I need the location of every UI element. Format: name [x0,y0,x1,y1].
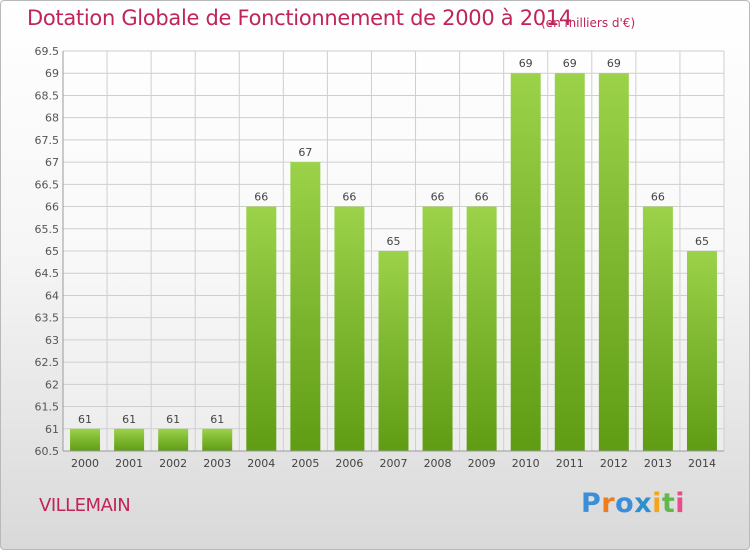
logo-letter: o [615,488,635,519]
y-tick-label: 66 [45,201,59,214]
bar-value-label: 65 [387,235,401,248]
bar-2001 [114,428,145,451]
x-tick-label: 2002 [159,457,187,470]
bar-2006 [334,206,365,451]
y-tick-label: 63 [45,334,59,347]
bar-value-label: 66 [431,191,445,204]
chart-title: Dotation Globale de Fonctionnement de 20… [27,6,572,30]
logo-letter: i [675,488,686,519]
logo-letter: i [652,488,662,519]
bar-2004 [246,206,277,451]
y-tick-label: 65.5 [35,223,60,236]
logo-letter: x [634,488,653,519]
x-tick-label: 2014 [688,457,716,470]
commune-name: VILLEMAIN [39,495,131,516]
y-tick-label: 62.5 [35,356,60,369]
bar-2008 [422,206,453,451]
x-tick-label: 2007 [380,457,408,470]
x-tick-label: 2005 [291,457,319,470]
x-tick-label: 2004 [247,457,275,470]
y-tick-label: 65 [45,245,59,258]
bar-value-label: 61 [122,413,136,426]
y-tick-label: 68 [45,112,59,125]
y-tick-label: 61 [45,423,59,436]
x-tick-label: 2006 [335,457,363,470]
x-tick-label: 2001 [115,457,143,470]
bar-2002 [158,428,189,451]
y-tick-label: 68.5 [35,89,60,102]
y-tick-label: 67.5 [35,134,60,147]
x-tick-label: 2012 [600,457,628,470]
bar-2003 [202,428,233,451]
x-tick-label: 2011 [556,457,584,470]
y-tick-label: 67 [45,156,59,169]
y-tick-label: 60.5 [35,445,60,458]
bar-2010 [510,73,541,451]
y-tick-label: 64 [45,289,59,302]
bar-2013 [642,206,673,451]
bar-2012 [598,73,629,451]
bar-value-label: 69 [607,57,621,70]
logo-letter: r [601,488,616,519]
bar-value-label: 69 [519,57,533,70]
bar-value-label: 66 [475,191,489,204]
bar-value-label: 66 [651,191,665,204]
logo-letter: P [581,488,602,519]
x-tick-label: 2000 [71,457,99,470]
bar-value-label: 67 [298,146,312,159]
bar-value-label: 69 [563,57,577,70]
bar-2014 [686,251,717,451]
bar-2009 [466,206,497,451]
bar-value-label: 66 [254,191,268,204]
bar-2000 [70,428,101,451]
y-tick-label: 63.5 [35,312,60,325]
bar-2011 [554,73,585,451]
bar-value-label: 61 [78,413,92,426]
bar-value-label: 66 [342,191,356,204]
bar-2005 [290,162,321,451]
x-tick-label: 2008 [424,457,452,470]
y-tick-label: 69.5 [35,45,60,58]
y-tick-label: 66.5 [35,178,60,191]
x-tick-label: 2009 [468,457,496,470]
logo-letter: t [661,488,676,519]
proxiti-logo: Proxiti [581,488,685,519]
bar-value-label: 61 [210,413,224,426]
y-tick-label: 61.5 [35,401,60,414]
bar-value-label: 61 [166,413,180,426]
chart-subtitle: (en milliers d'€) [541,16,636,30]
x-tick-label: 2003 [203,457,231,470]
x-tick-label: 2010 [512,457,540,470]
y-tick-label: 69 [45,67,59,80]
bar-2007 [378,251,409,451]
y-tick-label: 64.5 [35,267,60,280]
bar-value-label: 65 [695,235,709,248]
y-tick-label: 62 [45,378,59,391]
x-tick-label: 2013 [644,457,672,470]
